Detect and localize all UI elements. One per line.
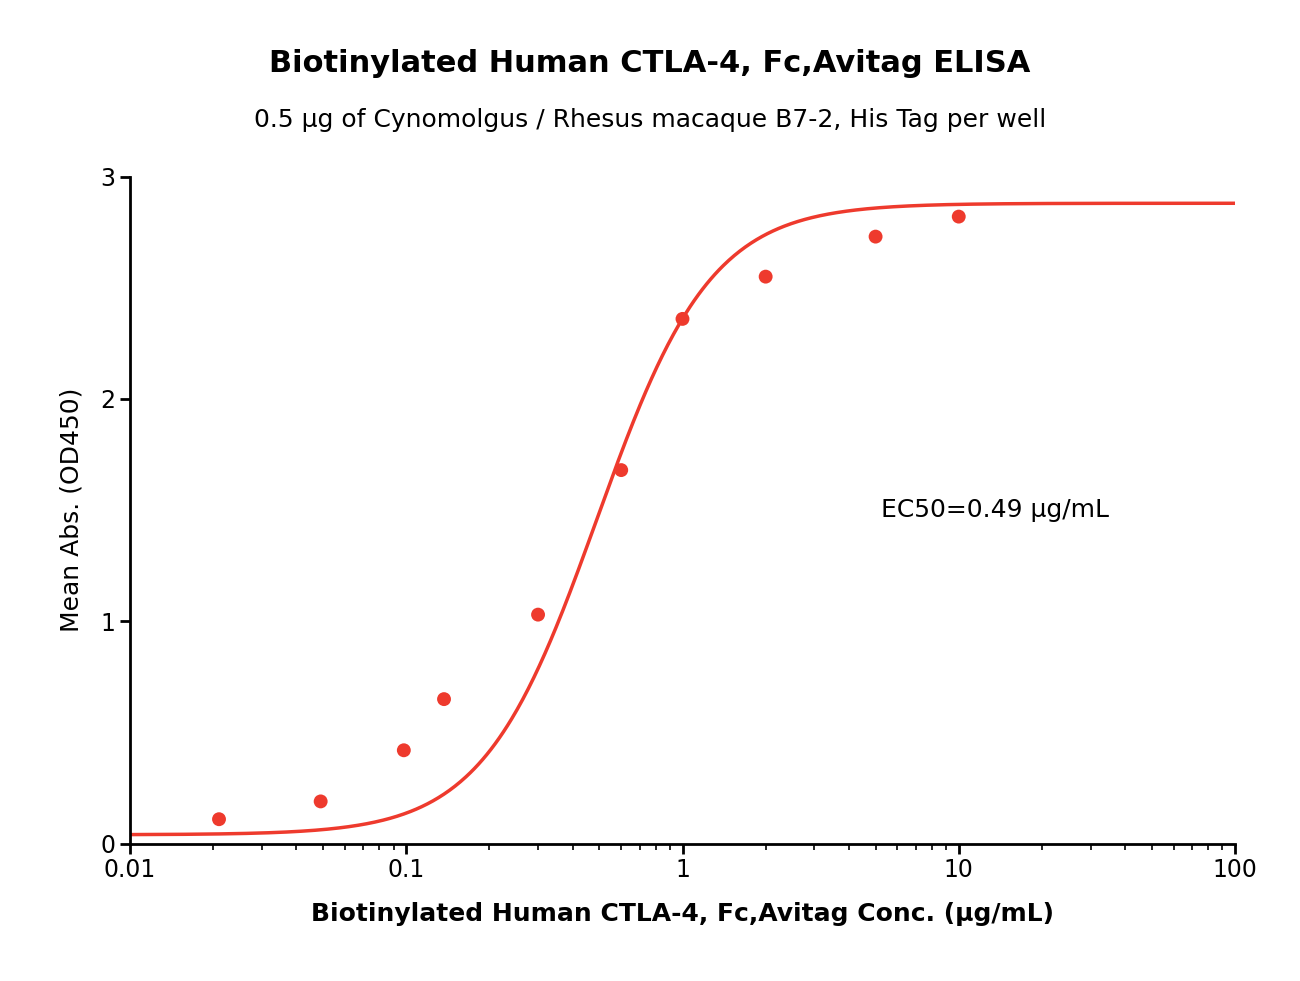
Point	[866, 229, 887, 244]
Text: EC50=0.49 μg/mL: EC50=0.49 μg/mL	[881, 498, 1109, 522]
Point	[208, 811, 229, 827]
X-axis label: Biotinylated Human CTLA-4, Fc,Avitag Conc. (μg/mL): Biotinylated Human CTLA-4, Fc,Avitag Con…	[311, 902, 1054, 926]
Point	[755, 269, 776, 284]
Text: 0.5 μg of Cynomolgus / Rhesus macaque B7-2, His Tag per well: 0.5 μg of Cynomolgus / Rhesus macaque B7…	[254, 108, 1046, 131]
Point	[611, 462, 632, 478]
Point	[672, 311, 693, 327]
Point	[311, 794, 332, 809]
Point	[528, 607, 549, 623]
Text: Biotinylated Human CTLA-4, Fc,Avitag ELISA: Biotinylated Human CTLA-4, Fc,Avitag ELI…	[269, 49, 1031, 78]
Point	[394, 743, 415, 758]
Point	[949, 209, 970, 225]
Point	[434, 692, 455, 707]
Y-axis label: Mean Abs. (OD450): Mean Abs. (OD450)	[60, 387, 83, 633]
